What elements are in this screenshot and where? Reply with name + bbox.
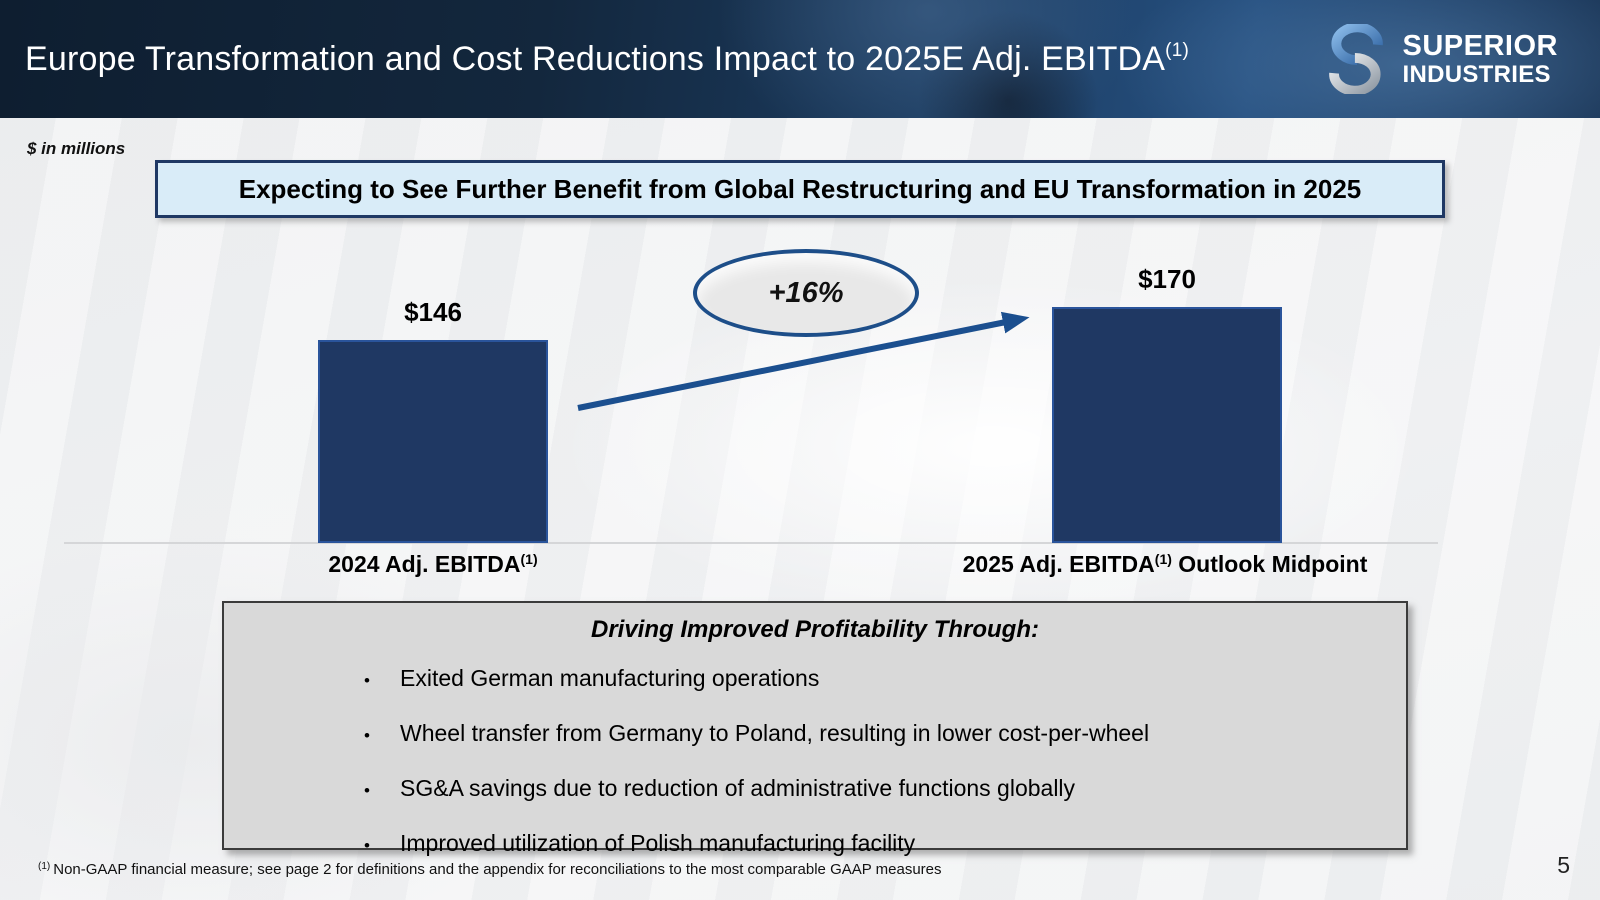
bar-rect-2025 bbox=[1052, 307, 1282, 543]
header-banner: Europe Transformation and Cost Reduction… bbox=[0, 0, 1600, 118]
bar-2024: $146 bbox=[318, 297, 548, 543]
drivers-title: Driving Improved Profitability Through: bbox=[590, 616, 1039, 643]
bullet-dot-icon: • bbox=[364, 671, 370, 690]
axis-label-2025-text: 2025 Adj. EBITDA bbox=[962, 551, 1155, 577]
axis-label-2025-suffix: Outlook Midpoint bbox=[1171, 551, 1368, 577]
bar-2025: $170 bbox=[1052, 264, 1282, 543]
bar-value-2024: $146 bbox=[404, 297, 462, 327]
slide-title-superscript: (1) bbox=[1165, 39, 1189, 61]
headline-banner-text: Expecting to See Further Benefit from Gl… bbox=[238, 173, 1362, 204]
logo-line-superior: SUPERIOR bbox=[1402, 29, 1558, 62]
axis-label-2024-text: 2024 Adj. EBITDA bbox=[328, 551, 521, 577]
bullet-dot-icon: • bbox=[364, 726, 370, 745]
driver-bullet-4: • Improved utilization of Polish manufact… bbox=[364, 831, 1406, 858]
bullet-dot-icon: • bbox=[364, 836, 370, 855]
logo-line-industries: INDUSTRIES bbox=[1402, 60, 1551, 88]
driver-bullet-2-text: Wheel transfer from Germany to Poland, r… bbox=[400, 720, 1150, 746]
superior-s-icon bbox=[1328, 24, 1383, 94]
slide-title: Europe Transformation and Cost Reduction… bbox=[0, 40, 1189, 79]
driver-bullet-1: • Exited German manufacturing operations bbox=[364, 666, 1406, 693]
company-logo-text: SUPERIOR INDUSTRIES bbox=[1402, 29, 1558, 88]
footnote: (1) Non-GAAP financial measure; see page … bbox=[38, 861, 942, 878]
slide-title-text: Europe Transformation and Cost Reduction… bbox=[25, 39, 1166, 78]
axis-label-2025-superscript: (1) bbox=[1154, 551, 1172, 567]
growth-oval: +16% bbox=[693, 249, 919, 337]
footnote-text: Non-GAAP financial measure; see page 2 f… bbox=[53, 861, 942, 878]
headline-banner: Expecting to See Further Benefit from Gl… bbox=[155, 160, 1445, 218]
driver-bullet-2: • Wheel transfer from Germany to Poland, … bbox=[364, 721, 1406, 748]
axis-label-2024: 2024 Adj. EBITDA(1) bbox=[233, 551, 633, 578]
page-number: 5 bbox=[1557, 852, 1570, 878]
driver-bullet-3: • SG&A savings due to reduction of admini… bbox=[364, 776, 1406, 803]
driver-bullet-4-text: Improved utilization of Polish manufactu… bbox=[400, 830, 916, 856]
bar-rect-2024 bbox=[318, 340, 548, 543]
chart-baseline bbox=[64, 542, 1438, 544]
footnote-superscript: (1) bbox=[38, 861, 51, 872]
driver-bullet-1-text: Exited German manufacturing operations bbox=[400, 665, 820, 691]
growth-label: +16% bbox=[768, 276, 844, 309]
bullet-dot-icon: • bbox=[364, 781, 370, 800]
drivers-box: Driving Improved Profitability Through: … bbox=[222, 601, 1408, 855]
axis-label-2024-superscript: (1) bbox=[520, 551, 538, 567]
driver-bullet-3-text: SG&A savings due to reduction of adminis… bbox=[400, 775, 1076, 801]
bar-value-2025: $170 bbox=[1138, 264, 1196, 294]
drivers-list: • Exited German manufacturing operations … bbox=[224, 666, 1406, 858]
axis-label-2025: 2025 Adj. EBITDA(1) Outlook Midpoint bbox=[915, 551, 1415, 578]
growth-arrow bbox=[577, 311, 1030, 411]
units-note: $ in millions bbox=[27, 139, 126, 158]
company-logo: SUPERIOR INDUSTRIES bbox=[1321, 24, 1558, 94]
